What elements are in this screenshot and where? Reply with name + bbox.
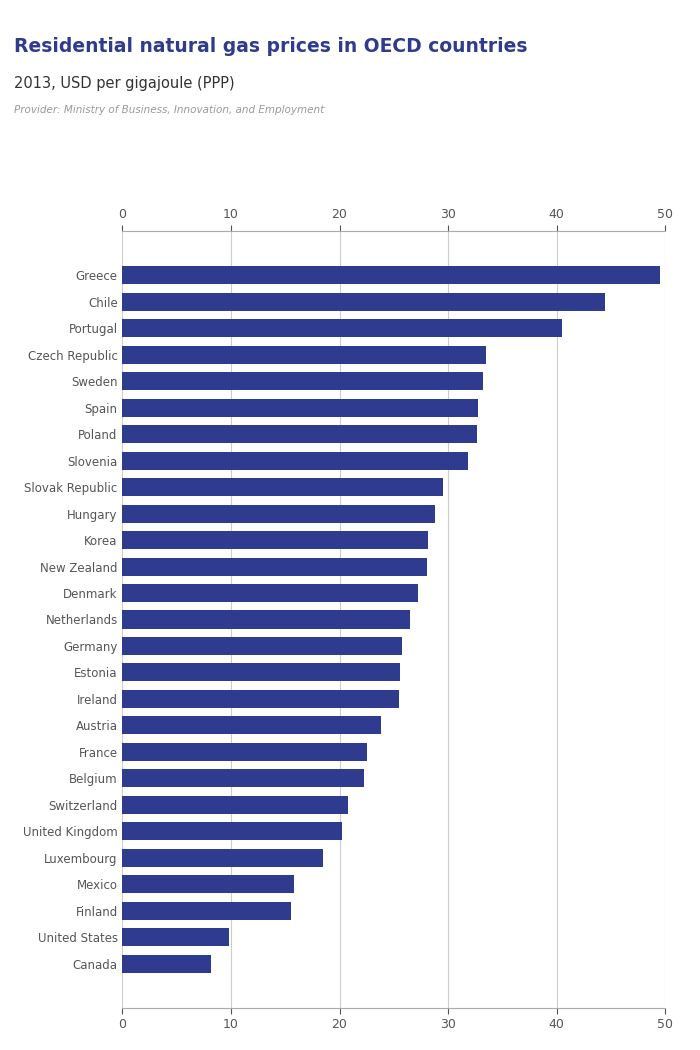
- Bar: [122, 954, 211, 972]
- Bar: [122, 848, 323, 867]
- Bar: [122, 345, 486, 363]
- Bar: [122, 584, 418, 602]
- Bar: [122, 425, 477, 443]
- Bar: [122, 743, 367, 761]
- Bar: [122, 928, 229, 946]
- Text: figure.nz: figure.nz: [581, 22, 668, 41]
- Bar: [122, 637, 402, 655]
- Bar: [122, 452, 468, 469]
- Bar: [122, 716, 381, 734]
- Text: Residential natural gas prices in OECD countries: Residential natural gas prices in OECD c…: [14, 37, 528, 56]
- Bar: [122, 610, 410, 629]
- Bar: [122, 770, 365, 788]
- Bar: [122, 319, 562, 337]
- Text: 2013, USD per gigajoule (PPP): 2013, USD per gigajoule (PPP): [14, 76, 234, 90]
- Bar: [122, 902, 290, 920]
- Bar: [122, 531, 428, 549]
- Bar: [122, 796, 348, 814]
- Bar: [122, 293, 605, 311]
- Bar: [122, 822, 342, 840]
- Bar: [122, 505, 435, 523]
- Bar: [122, 399, 478, 417]
- Bar: [122, 876, 294, 894]
- Bar: [122, 690, 399, 708]
- Text: Provider: Ministry of Business, Innovation, and Employment: Provider: Ministry of Business, Innovati…: [14, 105, 324, 116]
- Bar: [122, 478, 442, 496]
- Bar: [122, 372, 483, 391]
- Bar: [122, 558, 428, 575]
- Bar: [122, 267, 659, 285]
- Bar: [122, 664, 400, 681]
